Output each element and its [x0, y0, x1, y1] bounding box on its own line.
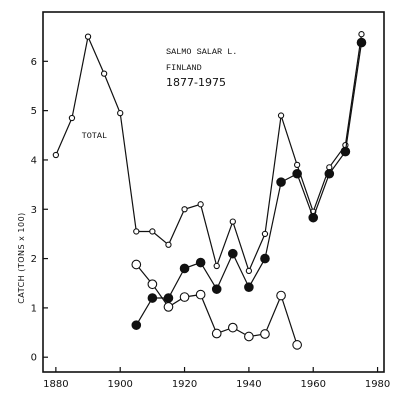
- series-small-open: [52, 31, 365, 275]
- x-tick-label: 1980: [365, 379, 390, 390]
- axes: 1880 1900 1920 1940 1960 1980 0 1 2 3 4 5 6: [31, 11, 390, 390]
- data-point: [292, 168, 302, 179]
- data-point: [52, 151, 60, 159]
- y-tick-label: 6: [31, 57, 37, 68]
- data-point: [228, 248, 238, 259]
- annotations: SALMO SALAR L. FINLAND 1877-1975 CATCH (…: [17, 47, 237, 304]
- data-point: [340, 146, 351, 157]
- data-point: [227, 322, 238, 333]
- series-filled: [131, 37, 367, 330]
- data-point: [197, 201, 204, 208]
- data-point: [245, 267, 253, 275]
- chart-subtitle: FINLAND: [166, 63, 202, 73]
- data-point: [84, 33, 92, 40]
- y-tick-label: 5: [31, 106, 37, 117]
- y-tick-label: 4: [31, 155, 37, 166]
- data-point: [260, 253, 270, 264]
- chart-title: SALMO SALAR L.: [166, 47, 237, 57]
- data-point: [149, 228, 156, 235]
- data-point: [261, 230, 269, 238]
- data-point: [229, 218, 236, 225]
- y-tick-label: 1: [31, 303, 37, 314]
- data-point: [356, 37, 367, 48]
- data-point: [308, 212, 319, 223]
- series-line-small-open: [55, 34, 363, 273]
- data-point: [147, 279, 158, 290]
- series-layer: [52, 31, 367, 350]
- y-tick-label: 2: [31, 254, 37, 265]
- data-point: [276, 177, 286, 187]
- chart-period: 1877-1975: [166, 76, 226, 89]
- x-tick-label: 1940: [236, 379, 261, 390]
- data-point: [100, 70, 108, 77]
- y-axis-label: CATCH (TONS x 100): [17, 212, 26, 304]
- data-point: [195, 257, 206, 268]
- x-tick-label: 1880: [43, 379, 68, 390]
- data-point: [211, 284, 222, 294]
- data-point: [163, 302, 174, 312]
- data-point: [276, 290, 286, 301]
- data-point: [68, 114, 76, 122]
- y-tick-label: 0: [31, 353, 37, 364]
- x-tick-label: 1920: [172, 379, 197, 390]
- plot-frame: [42, 11, 385, 373]
- data-point: [131, 320, 142, 330]
- data-point: [244, 331, 254, 342]
- data-point: [131, 259, 142, 270]
- annotation-total: TOTAL: [82, 131, 108, 141]
- data-point: [293, 161, 301, 169]
- x-tick-label: 1960: [300, 379, 325, 390]
- data-point: [260, 329, 270, 339]
- series-large-open: [131, 259, 302, 350]
- data-point: [292, 340, 302, 350]
- data-point: [165, 241, 172, 248]
- data-point: [195, 289, 206, 300]
- data-point: [211, 328, 222, 339]
- x-tick-label: 1900: [107, 379, 132, 390]
- data-point: [179, 292, 190, 302]
- data-point: [358, 31, 365, 38]
- data-point: [133, 228, 140, 235]
- data-point: [277, 112, 285, 119]
- data-point: [213, 262, 220, 270]
- data-point: [324, 168, 335, 179]
- data-point: [147, 293, 158, 303]
- y-tick-label: 3: [31, 205, 37, 216]
- data-point: [163, 293, 174, 303]
- data-point: [117, 109, 124, 117]
- data-point: [179, 263, 190, 274]
- data-point: [244, 282, 254, 292]
- data-point: [181, 206, 188, 213]
